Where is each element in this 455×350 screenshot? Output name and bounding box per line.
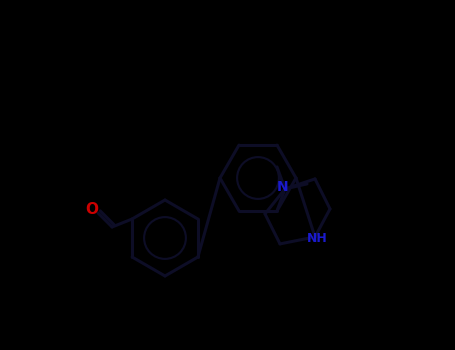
Text: NH: NH [307, 232, 328, 245]
Text: N: N [277, 180, 289, 194]
Text: O: O [86, 202, 99, 217]
